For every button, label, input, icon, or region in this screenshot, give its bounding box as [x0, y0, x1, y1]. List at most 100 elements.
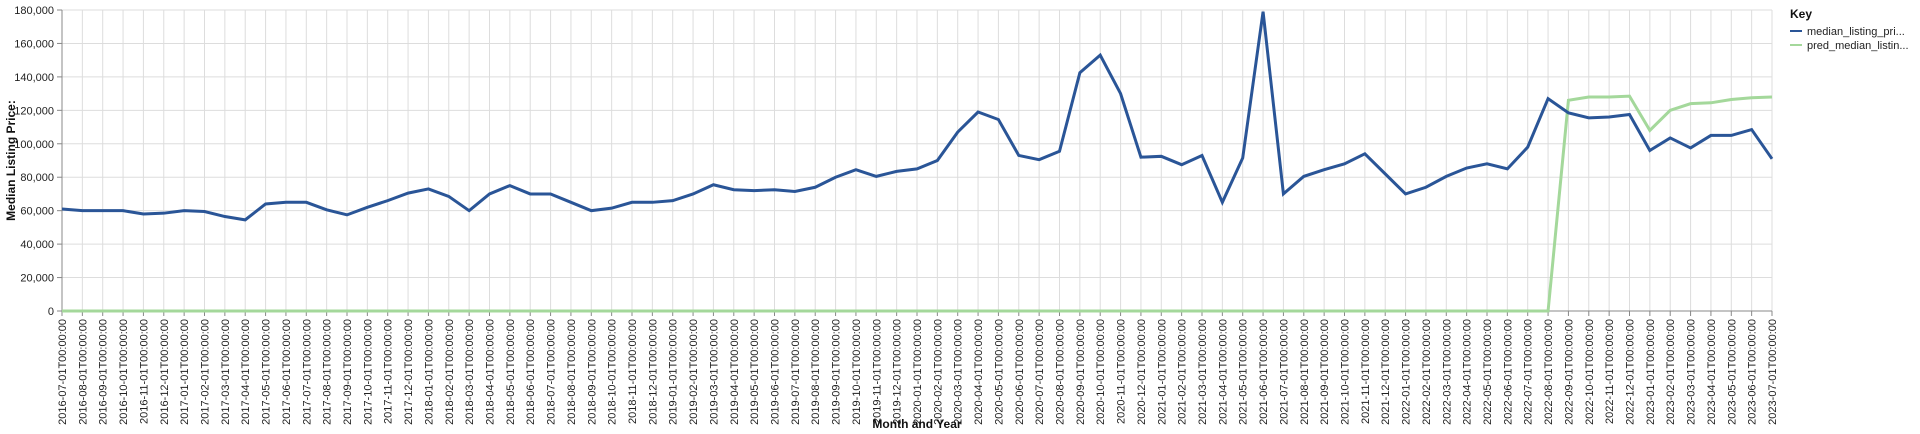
x-tick-label: 2020-07-01T00:00:00 — [1034, 319, 1046, 425]
x-tick-label: 2017-10-01T00:00:00 — [362, 319, 374, 425]
x-tick-label: 2017-08-01T00:00:00 — [322, 319, 334, 425]
x-axis: 2016-07-01T00:00:00 2016-08-01T00:00:00 20… — [57, 310, 1779, 425]
x-tick-label: 2020-05-01T00:00:00 — [993, 319, 1005, 425]
grid — [61, 9, 1773, 312]
x-tick-label: 2018-10-01T00:00:00 — [607, 319, 619, 425]
x-tick-label: 2019-05-01T00:00:00 — [749, 319, 761, 425]
x-tick-label: 2022-06-01T00:00:00 — [1502, 319, 1514, 425]
x-tick-label: 2018-04-01T00:00:00 — [485, 319, 497, 425]
x-tick-label: 2019-12-01T00:00:00 — [892, 319, 904, 425]
x-tick-label: 2019-01-01T00:00:00 — [668, 319, 680, 425]
x-tick-label: 2018-11-01T00:00:00 — [627, 319, 639, 424]
x-tick-label: 2017-05-01T00:00:00 — [261, 319, 273, 425]
x-tick-label: 2021-07-01T00:00:00 — [1278, 319, 1290, 425]
x-tick-label: 2021-06-01T00:00:00 — [1258, 319, 1270, 425]
y-tick-label: 20,000 — [20, 273, 54, 285]
x-tick-label: 2022-03-01T00:00:00 — [1441, 319, 1453, 425]
y-axis: 0 20,000 40,000 60,000 80,000 100,000 120,000 1… — [14, 5, 63, 318]
x-tick-label: 2022-11-01T00:00:00 — [1604, 319, 1616, 424]
x-tick-label: 2016-10-01T00:00:00 — [118, 319, 130, 425]
x-tick-label: 2016-09-01T00:00:00 — [98, 319, 110, 425]
x-tick-label: 2020-01-01T00:00:00 — [912, 319, 924, 425]
x-tick-label: 2020-11-01T00:00:00 — [1116, 319, 1128, 424]
x-tick-label: 2023-02-01T00:00:00 — [1665, 319, 1677, 425]
x-tick-label: 2023-06-01T00:00:00 — [1747, 319, 1759, 425]
x-tick-label: 2020-10-01T00:00:00 — [1095, 319, 1107, 425]
y-tick-label: 140,000 — [14, 72, 54, 84]
series-line-pred-median-listing-price — [62, 94, 1773, 313]
x-tick-label: 2019-04-01T00:00:00 — [729, 319, 741, 425]
x-tick-label: 2017-02-01T00:00:00 — [200, 319, 212, 425]
legend: Key median_listing_pri... pred_median_lis… — [1790, 7, 1909, 52]
x-tick-label: 2018-02-01T00:00:00 — [444, 319, 456, 425]
x-tick-label: 2022-01-01T00:00:00 — [1401, 319, 1413, 425]
x-tick-label: 2016-08-01T00:00:00 — [77, 319, 89, 425]
x-tick-label: 2021-08-01T00:00:00 — [1299, 319, 1311, 425]
x-tick-label: 2018-05-01T00:00:00 — [505, 319, 517, 425]
x-tick-label: 2017-03-01T00:00:00 — [220, 319, 232, 425]
x-tick-label: 2022-12-01T00:00:00 — [1625, 319, 1637, 425]
x-tick-label: 2021-11-01T00:00:00 — [1360, 319, 1372, 424]
x-tick-label: 2019-10-01T00:00:00 — [851, 319, 863, 425]
x-tick-label: 2022-05-01T00:00:00 — [1482, 319, 1494, 425]
x-tick-label: 2022-08-01T00:00:00 — [1543, 319, 1555, 425]
x-tick-label: 2020-04-01T00:00:00 — [973, 319, 985, 425]
x-tick-label: 2023-01-01T00:00:00 — [1645, 319, 1657, 425]
x-tick-label: 2021-10-01T00:00:00 — [1340, 319, 1352, 425]
x-tick-label: 2020-09-01T00:00:00 — [1075, 319, 1087, 425]
x-tick-label: 2020-08-01T00:00:00 — [1055, 319, 1067, 425]
y-tick-label: 120,000 — [14, 105, 54, 117]
x-tick-label: 2016-11-01T00:00:00 — [138, 319, 150, 424]
x-tick-label: 2016-12-01T00:00:00 — [159, 319, 171, 425]
x-tick-label: 2022-02-01T00:00:00 — [1421, 319, 1433, 425]
x-tick-label: 2021-03-01T00:00:00 — [1197, 319, 1209, 425]
x-tick-label: 2019-02-01T00:00:00 — [688, 319, 700, 425]
legend-label: pred_median_listin... — [1807, 40, 1909, 52]
x-tick-label: 2019-03-01T00:00:00 — [708, 319, 720, 425]
x-tick-label: 2017-04-01T00:00:00 — [240, 319, 252, 425]
x-tick-label: 2018-09-01T00:00:00 — [586, 319, 598, 425]
legend-title: Key — [1790, 7, 1812, 21]
x-tick-label: 2018-08-01T00:00:00 — [566, 319, 578, 425]
x-tick-label: 2021-05-01T00:00:00 — [1238, 319, 1250, 425]
series-line-median-listing-price — [61, 11, 1774, 222]
x-tick-label: 2019-07-01T00:00:00 — [790, 319, 802, 425]
x-axis-title: Month and Year — [872, 417, 961, 431]
y-tick-label: 100,000 — [14, 139, 54, 151]
x-tick-label: 2021-04-01T00:00:00 — [1217, 319, 1229, 425]
x-tick-label: 2018-12-01T00:00:00 — [647, 319, 659, 425]
x-tick-label: 2021-12-01T00:00:00 — [1380, 319, 1392, 425]
x-tick-label: 2020-03-01T00:00:00 — [953, 319, 965, 425]
x-tick-label: 2019-06-01T00:00:00 — [770, 319, 782, 425]
x-tick-label: 2019-11-01T00:00:00 — [871, 319, 883, 424]
x-tick-label: 2023-07-01T00:00:00 — [1767, 319, 1779, 425]
x-tick-label: 2020-06-01T00:00:00 — [1014, 319, 1026, 425]
x-tick-label: 2020-12-01T00:00:00 — [1136, 319, 1148, 425]
x-tick-label: 2018-07-01T00:00:00 — [546, 319, 558, 425]
x-tick-label: 2017-06-01T00:00:00 — [281, 319, 293, 425]
y-axis-title: Median Listing Price: — [4, 100, 18, 221]
series-layer — [61, 11, 1774, 313]
legend-label: median_listing_pri... — [1807, 26, 1905, 38]
y-tick-label: 160,000 — [14, 38, 54, 50]
x-tick-label: 2021-01-01T00:00:00 — [1156, 319, 1168, 425]
x-tick-label: 2017-01-01T00:00:00 — [179, 319, 191, 425]
y-tick-label: 80,000 — [20, 172, 54, 184]
x-tick-label: 2022-04-01T00:00:00 — [1462, 319, 1474, 425]
x-tick-label: 2022-10-01T00:00:00 — [1584, 319, 1596, 425]
x-tick-label: 2023-05-01T00:00:00 — [1726, 319, 1738, 425]
x-tick-label: 2022-07-01T00:00:00 — [1523, 319, 1535, 425]
x-tick-label: 2021-09-01T00:00:00 — [1319, 319, 1331, 425]
x-tick-label: 2017-12-01T00:00:00 — [403, 319, 415, 425]
y-tick-label: 0 — [48, 306, 54, 318]
x-tick-label: 2017-07-01T00:00:00 — [301, 319, 313, 425]
x-tick-label: 2016-07-01T00:00:00 — [57, 319, 69, 425]
y-tick-label: 180,000 — [14, 5, 54, 17]
x-tick-label: 2017-09-01T00:00:00 — [342, 319, 354, 425]
x-tick-label: 2019-09-01T00:00:00 — [831, 319, 843, 425]
x-tick-label: 2021-02-01T00:00:00 — [1177, 319, 1189, 425]
x-tick-label: 2017-11-01T00:00:00 — [383, 319, 395, 424]
x-tick-label: 2018-06-01T00:00:00 — [525, 319, 537, 425]
